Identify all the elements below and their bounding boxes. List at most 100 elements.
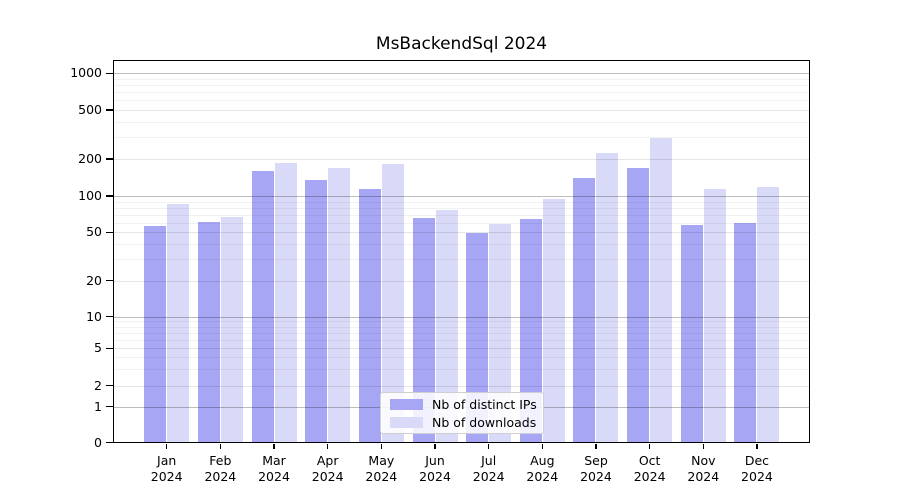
bar-nb-of-distinct-ips [573, 178, 596, 443]
y-tick-mark [106, 315, 113, 318]
legend-item: Nb of distinct IPs [390, 397, 543, 412]
y-tick-label: 200 [78, 151, 102, 166]
x-tick-month: Aug [530, 453, 555, 468]
x-tick-month: Dec [744, 453, 770, 468]
x-tick-mark [702, 444, 705, 449]
gridline [113, 121, 810, 123]
x-tick-mark [380, 444, 383, 449]
gridline [113, 78, 810, 80]
x-tick-label: Mar 2024 [246, 453, 302, 485]
gridline [113, 259, 810, 261]
gridline [113, 244, 810, 246]
x-tick-label: Sep 2024 [568, 453, 624, 485]
bar-nb-of-downloads [703, 189, 726, 443]
x-tick-mark [487, 444, 490, 449]
gridline [113, 214, 810, 216]
y-tick-label: 500 [78, 102, 102, 117]
x-tick-label: Aug 2024 [514, 453, 570, 485]
x-tick-label: May 2024 [353, 453, 409, 485]
x-tick-label: Oct 2024 [622, 453, 678, 485]
x-tick-mark [595, 444, 597, 449]
x-tick-month: Apr [316, 453, 339, 468]
x-tick-month: Oct [638, 453, 661, 468]
x-tick-month: Sep [584, 453, 608, 468]
gridline [113, 232, 810, 234]
y-tick-mark [106, 231, 113, 234]
x-tick-year: 2024 [204, 469, 237, 484]
y-tick-mark [106, 441, 113, 444]
x-tick-month: Nov [691, 453, 716, 468]
y-tick-mark [106, 72, 113, 75]
gridline [113, 110, 810, 111]
gridline [113, 222, 810, 224]
y-tick-label: 100 [78, 188, 102, 203]
x-tick-label: Jan 2024 [139, 453, 195, 485]
gridline [113, 321, 810, 323]
gridline [113, 326, 810, 328]
gridline [113, 159, 810, 160]
x-tick-year: 2024 [150, 469, 183, 484]
bar-nb-of-downloads [220, 216, 243, 443]
x-tick-month: Jul [481, 453, 497, 468]
y-tick-label: 0 [94, 434, 102, 450]
x-tick-year: 2024 [633, 469, 666, 484]
x-tick-month: Mar [262, 453, 286, 468]
bar-nb-of-downloads [328, 167, 351, 443]
y-tick-mark [106, 347, 113, 350]
x-tick-mark [434, 444, 436, 449]
gridline [113, 316, 810, 318]
y-tick-label: 5 [94, 340, 102, 356]
x-tick-year: 2024 [580, 469, 612, 484]
bar-nb-of-downloads [650, 137, 673, 443]
bar-nb-of-distinct-ips [358, 189, 381, 443]
gridline [113, 137, 810, 139]
bar-nb-of-distinct-ips [627, 168, 650, 443]
legend-item: Nb of downloads [390, 415, 543, 430]
x-tick-mark [756, 444, 758, 449]
x-tick-year: 2024 [741, 469, 773, 484]
bar-nb-of-distinct-ips [251, 170, 274, 443]
x-tick-year: 2024 [472, 469, 505, 484]
bar-nb-of-distinct-ips [680, 225, 703, 443]
y-tick-label: 50 [86, 224, 102, 240]
chart-title: MsBackendSql 2024 [375, 34, 548, 54]
x-tick-year: 2024 [419, 469, 451, 484]
y-tick-mark [106, 279, 113, 282]
x-tick-label: Jun 2024 [407, 453, 463, 485]
legend-swatch-nb-of-downloads [390, 416, 423, 428]
gridline [113, 357, 810, 359]
gridline [113, 332, 810, 334]
gridline [113, 369, 810, 371]
x-tick-month: May [368, 453, 395, 468]
bar-nb-of-downloads [381, 164, 404, 443]
bar-nb-of-downloads [489, 223, 512, 443]
y-tick-label: 10 [86, 308, 102, 324]
x-tick-year: 2024 [687, 469, 720, 484]
bar-nb-of-downloads [596, 153, 619, 443]
bar-nb-of-downloads [435, 210, 458, 443]
x-tick-label: Dec 2024 [729, 453, 785, 485]
x-tick-month: Jun [425, 453, 445, 468]
gridline [113, 348, 810, 350]
gridline [113, 385, 810, 387]
y-tick-mark [106, 384, 113, 387]
x-tick-mark [165, 444, 168, 449]
bar-nb-of-distinct-ips [144, 226, 167, 443]
legend-swatch-nb-of-distinct-ips [390, 398, 423, 410]
y-tick-mark [106, 405, 113, 408]
x-tick-year: 2024 [311, 469, 344, 484]
x-tick-mark [541, 444, 544, 449]
bar-nb-of-distinct-ips [466, 233, 489, 443]
x-tick-month: Feb [209, 453, 232, 468]
gridline [113, 280, 810, 282]
bar-nb-of-downloads [167, 203, 190, 443]
x-tick-label: Nov 2024 [675, 453, 731, 485]
bar-nb-of-downloads [274, 162, 297, 443]
y-tick-label: 20 [86, 272, 102, 288]
bar-nb-of-distinct-ips [519, 218, 542, 443]
bar-nb-of-distinct-ips [734, 222, 757, 443]
y-tick-label: 1 [94, 398, 102, 414]
x-tick-mark [326, 444, 329, 449]
x-tick-year: 2024 [365, 469, 398, 484]
